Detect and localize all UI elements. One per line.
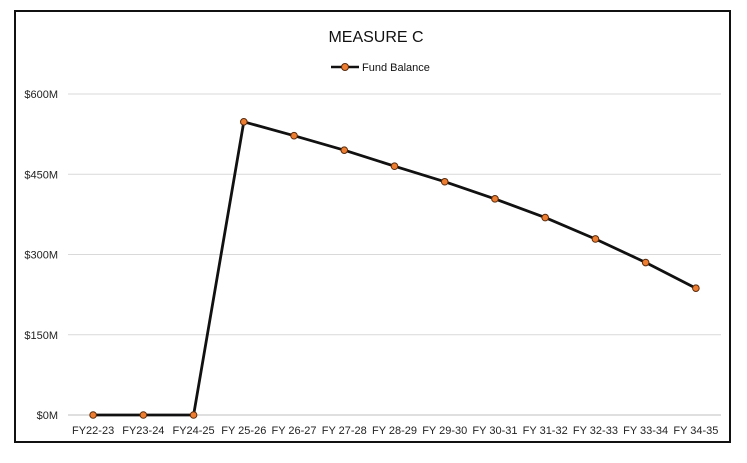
x-tick-label: FY24-25 [172, 425, 214, 437]
gridlines [68, 93, 721, 416]
y-tick-label: $150M [24, 330, 58, 342]
data-point-marker [290, 131, 298, 140]
legend-marker-swatch [341, 63, 349, 71]
data-point-marker [591, 235, 600, 243]
data-point-marker [692, 284, 700, 293]
x-tick-label: FY22-23 [72, 425, 114, 437]
y-tick-label: $450M [24, 169, 58, 181]
x-tick-label: FY 26-27 [272, 425, 317, 437]
y-tick-label: $600M [24, 89, 58, 101]
x-tick-label: FY 31-32 [523, 425, 568, 437]
legend: Fund Balance [331, 62, 430, 74]
y-axis-ticks: $0M $150M $300M $450M $600M [24, 89, 58, 422]
data-point-marker [340, 146, 349, 154]
chart-frame: MEASURE C Fund Balance $0M $150M $300M $450… [14, 10, 731, 443]
data-point-marker [541, 213, 549, 222]
x-tick-label: FY 25-26 [221, 425, 266, 437]
x-tick-label: FY23-24 [122, 425, 164, 437]
data-point-marker [89, 411, 97, 419]
data-point-marker [641, 258, 650, 267]
x-tick-label: FY 33-34 [623, 425, 668, 437]
x-tick-label: FY 28-29 [372, 425, 417, 437]
x-tick-label: FY 30-31 [472, 425, 517, 437]
x-tick-label: FY 34-35 [673, 425, 718, 437]
data-point-marker [390, 162, 399, 171]
y-tick-label: $0M [37, 410, 58, 422]
data-point-marker [491, 195, 499, 203]
data-point-marker [240, 118, 248, 126]
x-tick-label: FY 32-33 [573, 425, 618, 437]
series-fund-balance [89, 118, 700, 419]
x-tick-label: FY 27-28 [322, 425, 367, 437]
data-point-marker [139, 411, 148, 419]
line-chart: MEASURE C Fund Balance $0M $150M $300M $450… [24, 29, 721, 437]
y-tick-label: $300M [24, 250, 58, 262]
data-point-marker [440, 177, 449, 186]
x-tick-label: FY 29-30 [422, 425, 467, 437]
legend-label: Fund Balance [362, 62, 430, 74]
chart-title: MEASURE C [328, 29, 423, 46]
data-point-marker [189, 411, 198, 419]
x-axis-ticks: FY22-23 FY23-24 FY24-25 FY 25-26 FY 26-27 FY … [72, 425, 718, 437]
